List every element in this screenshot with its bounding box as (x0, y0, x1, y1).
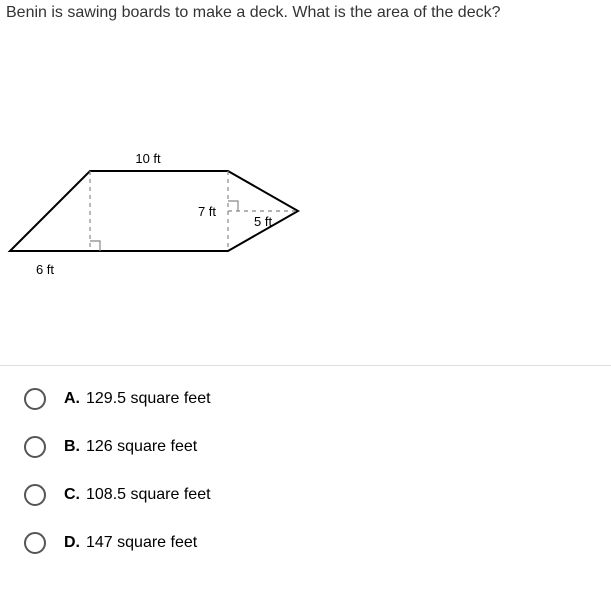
option-label: A. 129.5 square feet (64, 390, 211, 408)
options-area: A. 129.5 square feet B. 126 square feet C.… (0, 366, 611, 602)
option-label: D. 147 square feet (64, 534, 197, 552)
deck-diagram: 10 ft 6 ft 7 ft 5 ft (0, 26, 611, 366)
option-letter: C. (64, 486, 80, 503)
option-d[interactable]: D. 147 square feet (24, 532, 587, 554)
option-label: B. 126 square feet (64, 438, 197, 456)
option-b[interactable]: B. 126 square feet (24, 436, 587, 458)
radio-icon (24, 532, 46, 554)
option-letter: B. (64, 438, 80, 455)
right-angle-right (228, 201, 238, 211)
label-right-inset: 5 ft (254, 214, 272, 229)
option-label: C. 108.5 square feet (64, 486, 211, 504)
option-text: 147 square feet (86, 534, 197, 551)
option-text: 129.5 square feet (86, 390, 211, 407)
label-left-bottom: 6 ft (36, 262, 54, 277)
option-text: 108.5 square feet (86, 486, 211, 503)
radio-icon (24, 436, 46, 458)
option-text: 126 square feet (86, 438, 197, 455)
label-mid-height: 7 ft (198, 204, 216, 219)
option-c[interactable]: C. 108.5 square feet (24, 484, 587, 506)
diagram-area: 10 ft 6 ft 7 ft 5 ft (0, 26, 611, 366)
label-top: 10 ft (135, 151, 161, 166)
radio-icon (24, 484, 46, 506)
option-a[interactable]: A. 129.5 square feet (24, 388, 587, 410)
option-letter: A. (64, 390, 80, 407)
question-text: Benin is sawing boards to make a deck. W… (0, 0, 611, 26)
right-angle-left (90, 241, 100, 251)
radio-icon (24, 388, 46, 410)
option-letter: D. (64, 534, 80, 551)
